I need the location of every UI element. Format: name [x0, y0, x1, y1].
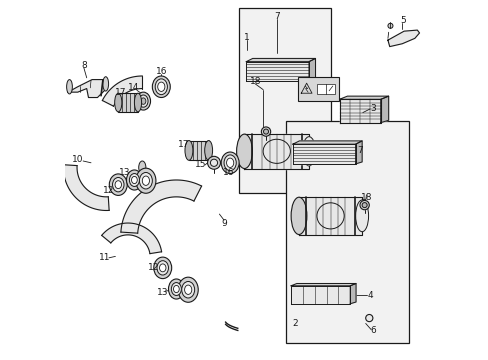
Text: 7: 7 — [274, 12, 280, 21]
Ellipse shape — [204, 140, 212, 160]
Ellipse shape — [157, 261, 168, 275]
Bar — [297, 77, 338, 101]
Ellipse shape — [184, 140, 192, 160]
Ellipse shape — [173, 285, 179, 293]
Text: 4: 4 — [366, 291, 372, 300]
Ellipse shape — [171, 283, 181, 296]
Polygon shape — [387, 30, 419, 46]
Text: 12: 12 — [102, 186, 114, 195]
Ellipse shape — [362, 203, 366, 208]
Ellipse shape — [359, 201, 368, 210]
Ellipse shape — [115, 181, 121, 189]
Ellipse shape — [263, 129, 268, 134]
Text: 12: 12 — [148, 263, 160, 272]
Ellipse shape — [153, 257, 171, 279]
Polygon shape — [292, 141, 362, 144]
Ellipse shape — [139, 95, 148, 107]
Ellipse shape — [134, 93, 142, 112]
Ellipse shape — [302, 137, 315, 166]
Text: 6: 6 — [370, 326, 376, 335]
Ellipse shape — [210, 159, 217, 166]
Ellipse shape — [178, 277, 198, 302]
Text: 11: 11 — [99, 253, 110, 262]
Ellipse shape — [109, 174, 127, 195]
Polygon shape — [244, 134, 308, 168]
Ellipse shape — [226, 158, 233, 167]
Polygon shape — [246, 62, 308, 81]
Polygon shape — [349, 283, 355, 304]
Polygon shape — [380, 96, 388, 123]
Ellipse shape — [102, 77, 108, 91]
Ellipse shape — [365, 315, 372, 321]
Bar — [239, 8, 330, 193]
Ellipse shape — [115, 93, 122, 112]
Polygon shape — [298, 197, 362, 234]
Ellipse shape — [131, 176, 137, 184]
Text: 13: 13 — [157, 288, 168, 297]
Polygon shape — [290, 283, 355, 286]
Ellipse shape — [261, 127, 270, 136]
Ellipse shape — [126, 170, 142, 190]
Text: 17: 17 — [178, 140, 189, 149]
Polygon shape — [308, 58, 315, 81]
Polygon shape — [290, 286, 349, 304]
Text: 3: 3 — [370, 104, 376, 113]
Polygon shape — [246, 58, 315, 62]
Polygon shape — [63, 165, 109, 211]
Text: 5: 5 — [400, 16, 406, 25]
Ellipse shape — [66, 80, 72, 94]
Ellipse shape — [155, 79, 167, 95]
Ellipse shape — [290, 197, 306, 234]
Text: 18: 18 — [249, 77, 261, 86]
Text: 16: 16 — [155, 67, 167, 76]
Text: 7: 7 — [356, 146, 362, 155]
Ellipse shape — [159, 264, 165, 272]
Polygon shape — [339, 99, 380, 123]
Ellipse shape — [221, 152, 239, 174]
Ellipse shape — [142, 176, 149, 185]
Ellipse shape — [139, 172, 152, 189]
Text: 16: 16 — [222, 168, 234, 177]
Ellipse shape — [355, 200, 368, 232]
Polygon shape — [102, 223, 161, 254]
Text: 14: 14 — [127, 83, 139, 92]
Text: 8: 8 — [81, 61, 86, 70]
Text: 9: 9 — [221, 219, 226, 228]
Text: 1: 1 — [244, 33, 249, 42]
Text: 10: 10 — [72, 156, 83, 165]
Ellipse shape — [158, 82, 164, 91]
Text: 17: 17 — [115, 87, 126, 96]
Polygon shape — [339, 96, 388, 99]
Bar — [316, 84, 334, 94]
Text: 18: 18 — [360, 193, 371, 202]
Text: 2: 2 — [292, 319, 298, 328]
Ellipse shape — [387, 23, 392, 28]
Ellipse shape — [139, 161, 145, 174]
Ellipse shape — [184, 285, 191, 294]
Ellipse shape — [136, 168, 156, 193]
Ellipse shape — [112, 177, 124, 192]
Ellipse shape — [207, 156, 220, 169]
Ellipse shape — [224, 155, 236, 171]
Bar — [118, 93, 138, 112]
Bar — [285, 121, 408, 343]
Ellipse shape — [129, 174, 139, 186]
Text: 13: 13 — [119, 168, 130, 177]
Polygon shape — [292, 144, 355, 164]
Ellipse shape — [141, 98, 145, 104]
Text: 15: 15 — [195, 161, 206, 170]
Polygon shape — [355, 141, 362, 164]
Ellipse shape — [236, 134, 252, 168]
Ellipse shape — [152, 76, 170, 98]
Ellipse shape — [182, 282, 194, 298]
Ellipse shape — [168, 279, 184, 299]
Ellipse shape — [136, 92, 150, 110]
Polygon shape — [68, 80, 106, 98]
Polygon shape — [121, 180, 201, 233]
Polygon shape — [102, 76, 142, 106]
Bar — [188, 140, 208, 160]
